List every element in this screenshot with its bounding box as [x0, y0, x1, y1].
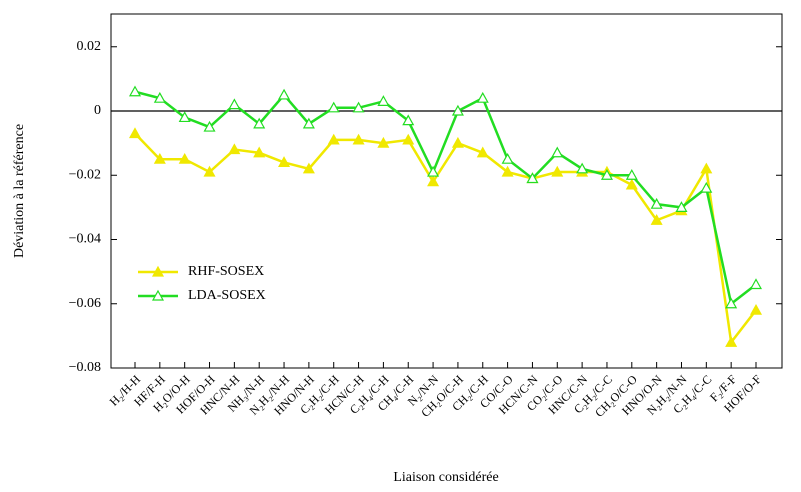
y-tick-label: −0.06 [69, 296, 101, 311]
data-point [427, 175, 440, 187]
data-point [725, 336, 738, 347]
y-tick-label: 0.02 [77, 39, 102, 54]
series-line [134, 132, 757, 346]
data-point [228, 98, 241, 110]
data-point [625, 169, 638, 180]
data-point [501, 152, 514, 164]
data-point [700, 181, 713, 193]
legend-marker [151, 289, 165, 301]
y-tick-label: −0.04 [69, 232, 101, 247]
data-point [476, 146, 489, 158]
data-point [600, 169, 613, 180]
data-point [576, 162, 589, 174]
legend-label: RHF-SOSEX [188, 264, 264, 279]
data-point [451, 136, 464, 148]
legend-label: LDA-SOSEX [188, 288, 266, 303]
data-point [302, 162, 315, 174]
data-point [203, 165, 216, 177]
legend-marker [151, 265, 165, 277]
data-point [128, 85, 142, 97]
data-point [377, 95, 390, 106]
data-point [278, 156, 291, 168]
data-point [526, 172, 539, 184]
data-point [153, 152, 166, 164]
data-point [352, 101, 365, 113]
data-point [178, 111, 191, 123]
data-point [675, 201, 688, 212]
data-point [551, 146, 564, 158]
y-axis-label: Déviation à la référence [12, 124, 27, 258]
y-tick-label: −0.02 [69, 167, 101, 182]
plot-frame [110, 13, 783, 369]
data-point [650, 213, 663, 225]
data-point [377, 136, 390, 148]
data-point [153, 91, 166, 103]
data-point [451, 104, 464, 116]
y-tick-label: −0.08 [69, 360, 101, 375]
data-point [278, 88, 291, 100]
y-tick-label: 0 [94, 103, 101, 118]
data-point [128, 127, 142, 139]
data-point [352, 133, 365, 145]
data-point [178, 152, 191, 164]
data-point [427, 165, 440, 177]
data-point [253, 146, 266, 158]
data-point [402, 133, 415, 145]
data-point [476, 91, 489, 103]
data-point [650, 197, 663, 209]
data-point [501, 165, 514, 177]
data-point [402, 114, 415, 126]
data-point [253, 117, 266, 129]
data-point [327, 133, 340, 145]
data-point [203, 120, 216, 132]
data-point [327, 101, 340, 113]
data-point [228, 143, 241, 155]
data-point [625, 178, 638, 190]
data-point [302, 117, 315, 129]
data-point [749, 303, 763, 315]
data-point [725, 297, 738, 309]
data-point [700, 162, 713, 174]
data-point [551, 165, 564, 177]
x-axis-label: Liaison considérée [393, 470, 498, 485]
data-point [749, 278, 763, 290]
